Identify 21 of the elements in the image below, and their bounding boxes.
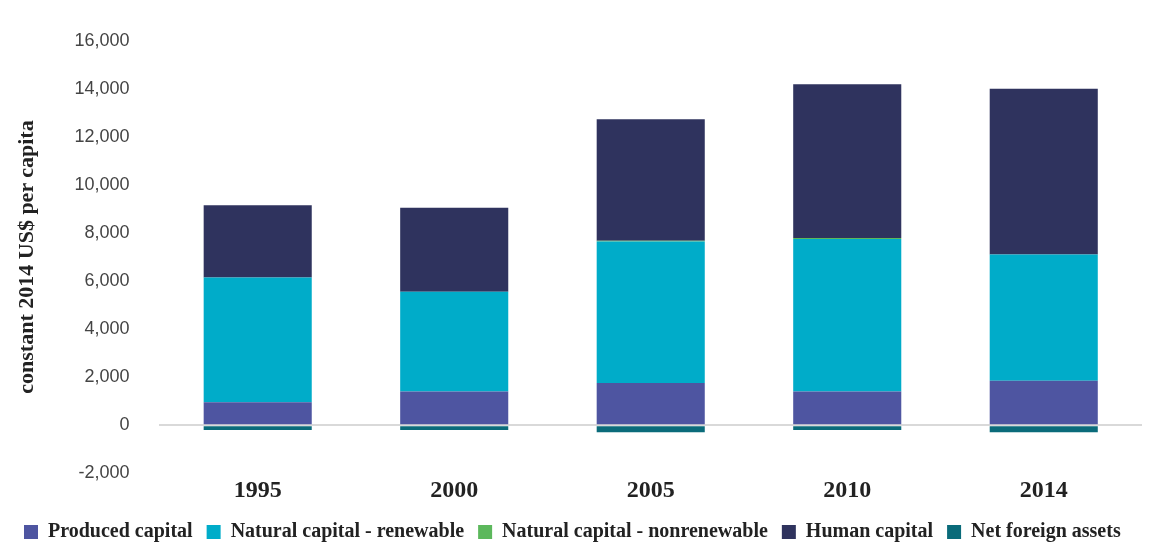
y-tick-label: 8,000 [84,221,130,242]
y-tick-label: 2,000 [84,366,130,387]
y-tick-label: -2,000 [78,462,130,483]
y-tick-label: 6,000 [84,269,130,290]
y-tick-label: 10,000 [74,173,130,194]
y-tick-label: 12,000 [74,125,130,146]
x-tick-label: 2005 [626,475,675,502]
legend-label: Produced capital [48,519,194,543]
y-tick-label: 14,000 [74,77,130,98]
y-axis-title: constant 2014 US$ per capita [12,120,38,394]
legend-label: Natural capital - renewable [230,519,465,543]
x-tick-label: 2014 [1019,475,1068,502]
legend-label: Natural capital - nonrenewable [502,519,768,543]
y-tick-label: 4,000 [84,318,130,339]
x-tick-label: 2010 [823,475,872,502]
x-tick-label: 1995 [233,475,282,502]
y-tick-label: 0 [119,414,130,435]
legend-label: Human capital [805,519,934,543]
legend-label: Net foreign assets [971,519,1121,543]
x-tick-label: 2000 [430,475,479,502]
y-tick-label: 16,000 [74,29,130,50]
